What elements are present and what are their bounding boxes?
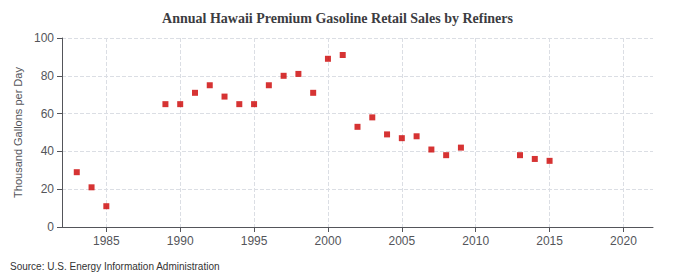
- svg-text:40: 40: [41, 144, 55, 158]
- svg-text:60: 60: [41, 107, 55, 121]
- svg-text:2020: 2020: [610, 234, 637, 248]
- svg-text:2015: 2015: [536, 234, 563, 248]
- svg-text:1995: 1995: [241, 234, 268, 248]
- svg-text:Thousand Gallons per Day: Thousand Gallons per Day: [12, 67, 24, 198]
- svg-text:2005: 2005: [388, 234, 415, 248]
- svg-text:20: 20: [41, 182, 55, 196]
- svg-text:80: 80: [41, 69, 55, 83]
- svg-text:100: 100: [34, 31, 54, 45]
- svg-text:0: 0: [47, 220, 54, 234]
- svg-text:2010: 2010: [462, 234, 489, 248]
- svg-text:Source: U.S. Energy Informatio: Source: U.S. Energy Information Administ…: [10, 261, 220, 272]
- svg-text:1990: 1990: [167, 234, 194, 248]
- svg-text:2000: 2000: [315, 234, 342, 248]
- svg-text:Annual Hawaii Premium Gasoline: Annual Hawaii Premium Gasoline Retail Sa…: [162, 11, 513, 26]
- svg-text:1985: 1985: [93, 234, 120, 248]
